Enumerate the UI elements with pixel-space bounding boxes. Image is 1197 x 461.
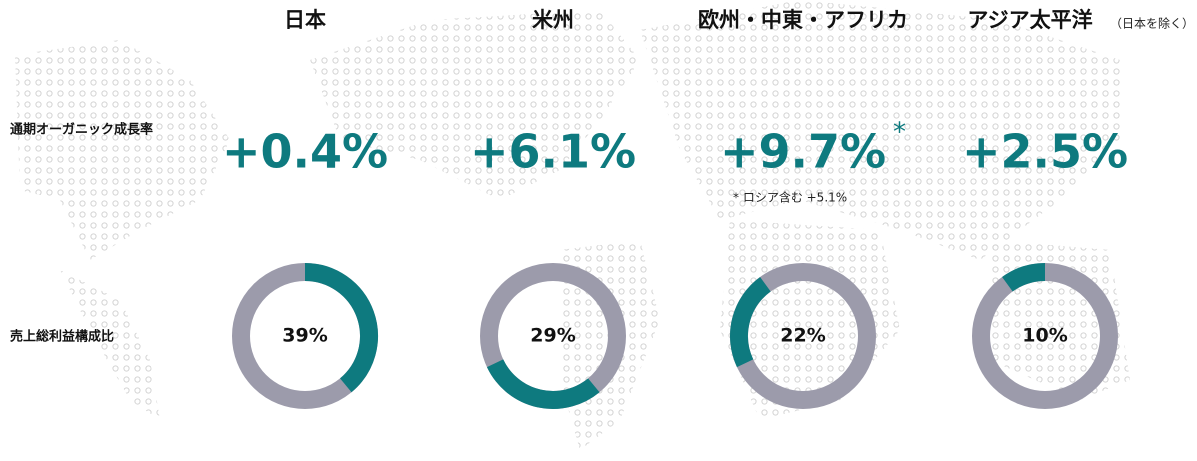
world-map-dots: [15, 0, 1130, 450]
growth-rate: +2.5%: [962, 125, 1128, 179]
region-title: 日本: [284, 8, 326, 32]
donut-label: 29%: [530, 325, 575, 347]
region-title: 欧州・中東・アフリカ: [698, 8, 908, 32]
donut-label: 39%: [282, 325, 327, 347]
growth-rate: +9.7%: [720, 125, 886, 179]
footnote: * ロシア含む +5.1%: [733, 190, 847, 205]
growth-rate: +0.4%: [222, 125, 388, 179]
annotation-mark: *: [893, 118, 906, 148]
donut-segment: [730, 276, 771, 368]
donut-segment: [1002, 263, 1046, 292]
row-label: 売上総利益構成比: [10, 329, 114, 345]
region-title: アジア太平洋: [967, 8, 1092, 32]
row-label: 通期オーガニック成長率: [10, 122, 153, 138]
donut-label: 22%: [780, 325, 825, 347]
region-note: （日本を除く）: [1110, 16, 1194, 31]
donut-segment: [304, 263, 378, 393]
donut-segment: [486, 359, 600, 409]
donut-label: 10%: [1022, 325, 1067, 347]
growth-rate: +6.1%: [470, 125, 636, 179]
region-title: 米州: [532, 8, 574, 32]
